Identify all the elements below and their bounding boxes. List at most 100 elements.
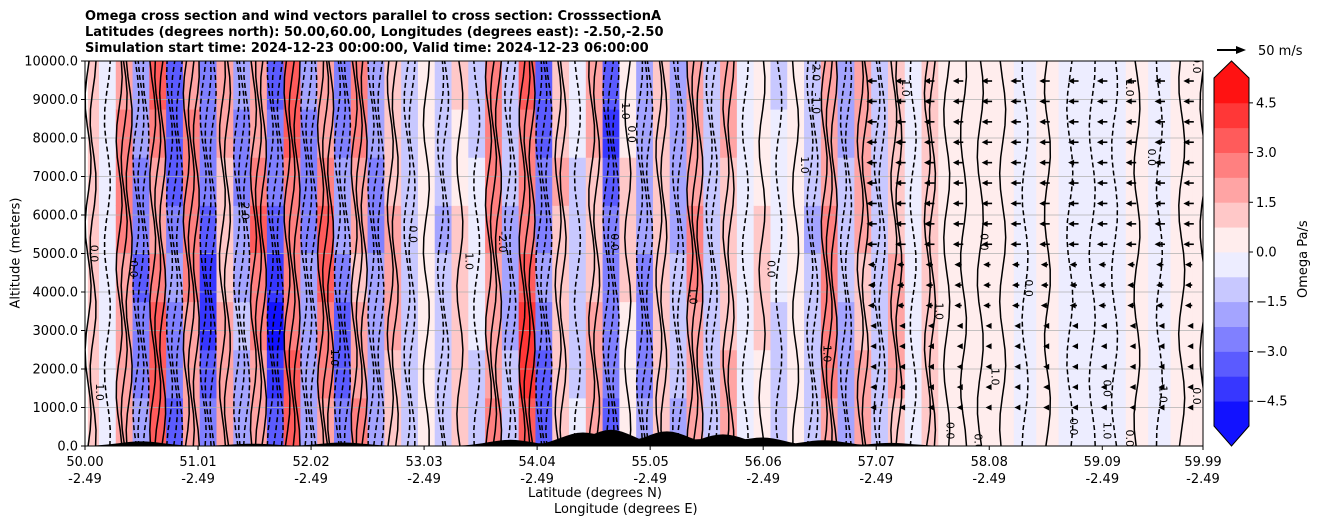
contour-line-negative	[839, 61, 848, 446]
omega-band	[535, 109, 553, 158]
wind-vector-head	[1010, 159, 1017, 166]
wind-vector-head	[1010, 220, 1017, 227]
omega-band	[938, 157, 956, 206]
omega-band	[619, 253, 637, 303]
contour-line-negative	[1088, 61, 1096, 446]
omega-band	[955, 61, 973, 110]
omega-band	[991, 205, 1015, 254]
wind-vector-head	[1010, 98, 1017, 105]
omega-band	[1148, 109, 1172, 158]
omega-band	[401, 157, 419, 206]
omega-band	[619, 205, 637, 254]
omega-band	[182, 157, 201, 206]
wind-vector-head	[1096, 78, 1103, 85]
omega-band	[266, 61, 285, 110]
omega-band	[770, 205, 788, 254]
wind-vector-head	[1184, 261, 1191, 268]
omega-band	[770, 397, 788, 446]
omega-band	[955, 157, 973, 206]
wind-vector-head	[1096, 241, 1103, 248]
omega-band	[300, 109, 318, 158]
omega-band	[736, 349, 755, 399]
omega-band	[98, 397, 117, 446]
contour-label: 0.0	[625, 125, 638, 143]
contour-line-positive	[559, 61, 567, 446]
contour-label: 1.0	[1123, 79, 1136, 97]
omega-band	[753, 253, 771, 303]
contour-label: 0.0	[977, 233, 990, 251]
contour-line-positive	[861, 61, 870, 446]
wind-vector-head	[867, 261, 874, 268]
colorbar: 4.5 3.0 1.5 0.0 −1.5 −3.0 −4.5	[1213, 60, 1288, 447]
wind-vector-head	[981, 180, 988, 187]
contour-line-positive	[830, 61, 838, 446]
colorbar-segment	[1214, 401, 1249, 427]
contour-line-positive	[727, 61, 735, 446]
contour-line-negative	[199, 61, 207, 446]
omega-band	[904, 301, 923, 351]
contour-line-negative	[403, 61, 411, 446]
omega-band	[971, 157, 992, 206]
wind-vector-head	[1010, 241, 1017, 248]
contour-line-negative	[545, 61, 553, 446]
y-axis-ticks: 0.0 1000.0 2000.0 3000.0 4000.0 5000.0 6000.0 7…	[24, 55, 85, 455]
omega-band	[720, 253, 738, 303]
omega-band	[619, 157, 637, 206]
omega-band	[317, 349, 335, 399]
omega-band	[787, 349, 805, 399]
contour-line-negative	[607, 61, 615, 446]
wind-vector-head	[954, 282, 961, 289]
contour-label: 1.0	[463, 252, 476, 270]
omega-band	[87, 157, 100, 206]
omega-band	[199, 397, 217, 446]
wind-vector-head	[1096, 200, 1103, 207]
wind-vector-head	[1010, 139, 1017, 146]
wind-vector-head	[956, 322, 963, 329]
omega-band	[1013, 157, 1037, 206]
wind-vector-head	[952, 118, 959, 125]
contour-line-positive	[998, 61, 1007, 446]
x-tick-label-lon: -2.49	[746, 472, 780, 487]
wind-vector-head	[1072, 322, 1079, 329]
y-tick-label: 10000.0	[24, 55, 78, 70]
omega-band	[736, 61, 755, 110]
omega-band	[636, 301, 654, 351]
omega-band	[1103, 301, 1127, 351]
omega-band	[1036, 397, 1060, 446]
omega-band	[367, 253, 385, 303]
omega-band	[182, 109, 201, 158]
omega-band	[1192, 157, 1203, 206]
omega-band	[132, 205, 150, 254]
contour-line-positive	[456, 61, 464, 446]
contour-line-negative	[170, 61, 179, 446]
omega-band	[569, 205, 587, 254]
omega-band	[468, 397, 486, 446]
contour-line-positive	[1199, 66, 1203, 446]
wind-vector-head	[1158, 363, 1165, 370]
omega-band	[98, 301, 117, 351]
omega-band	[904, 61, 923, 110]
omega-band	[904, 349, 923, 399]
wind-vector-head	[870, 384, 877, 391]
omega-band	[334, 157, 352, 206]
contour-line-negative	[333, 61, 342, 446]
omega-band	[770, 157, 788, 206]
chart-title-line-3: Simulation start time: 2024-12-23 00:00:…	[85, 41, 649, 56]
contour-line-positive	[895, 61, 903, 446]
contour-line-positive	[125, 61, 133, 446]
wind-vector-head	[983, 302, 990, 309]
contour-line-positive	[154, 61, 162, 446]
wind-vector-head	[952, 98, 959, 105]
contour-label: 0.0	[608, 233, 621, 251]
contour-line-negative	[676, 61, 685, 446]
contour-line-positive	[192, 61, 201, 446]
wind-vector-head	[1129, 384, 1136, 391]
contour-line-negative	[310, 61, 318, 446]
omega-band	[636, 109, 654, 158]
wind-vector-head	[1039, 98, 1046, 105]
x-tick-label-lon: -2.49	[407, 472, 441, 487]
contour-label: 0.0	[972, 433, 985, 451]
omega-band	[904, 157, 923, 206]
wind-vector-head	[866, 159, 873, 166]
wind-vector-head	[1156, 261, 1163, 268]
